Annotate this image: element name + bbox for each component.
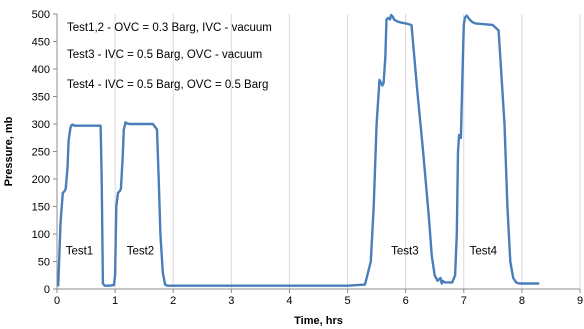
y-tick-label: 100 [32,229,50,241]
y-tick-label: 300 [32,119,50,131]
y-tick-label: 250 [32,147,50,159]
condition-note: Test3 - IVC = 0.5 Barg, OVC - vacuum [67,49,262,61]
y-tick-label: 150 [32,202,50,214]
y-tick-label: 350 [32,92,50,104]
axes [53,13,581,293]
test-label: Test2 [127,246,155,258]
x-tick-label: 9 [577,295,583,307]
series-line [57,13,540,287]
y-tick-label: 200 [32,174,50,186]
test-label: Test4 [470,246,498,258]
x-tick-label: 4 [286,295,292,307]
test-label: Test3 [391,246,419,258]
x-tick-label: 2 [170,295,176,307]
y-tick-label: 400 [32,64,50,76]
y-tick-label: 0 [44,284,50,296]
y-tick-label: 500 [32,9,50,21]
x-tick-label: 3 [228,295,234,307]
y-axis-title: Pressure, mb [3,116,15,186]
series-layer [57,13,540,287]
y-tick-label: 50 [38,257,50,269]
x-tick-label: 7 [461,295,467,307]
condition-note: Test1,2 - OVC = 0.3 Barg, IVC - vacuum [67,22,272,34]
tick-labels: 0 1 2 3 4 5 6 7 8 9 0 50 100 150 200 250 300 350 400 450 500 [32,9,583,307]
x-tick-label: 1 [112,295,118,307]
test-label: Test1 [66,246,94,258]
test-annotations: Test1 Test2 Test3 Test4 [66,246,498,258]
test-conditions-notes: Test1,2 - OVC = 0.3 Barg, IVC - vacuum Te… [67,22,272,91]
x-tick-label: 5 [344,295,350,307]
condition-note: Test4 - IVC = 0.5 Barg, OVC = 0.5 Barg [67,79,268,91]
x-tick-label: 0 [54,295,60,307]
x-tick-label: 6 [403,295,409,307]
x-axis-title: Time, hrs [294,315,343,327]
y-tick-label: 450 [32,37,50,49]
x-tick-label: 8 [519,295,525,307]
